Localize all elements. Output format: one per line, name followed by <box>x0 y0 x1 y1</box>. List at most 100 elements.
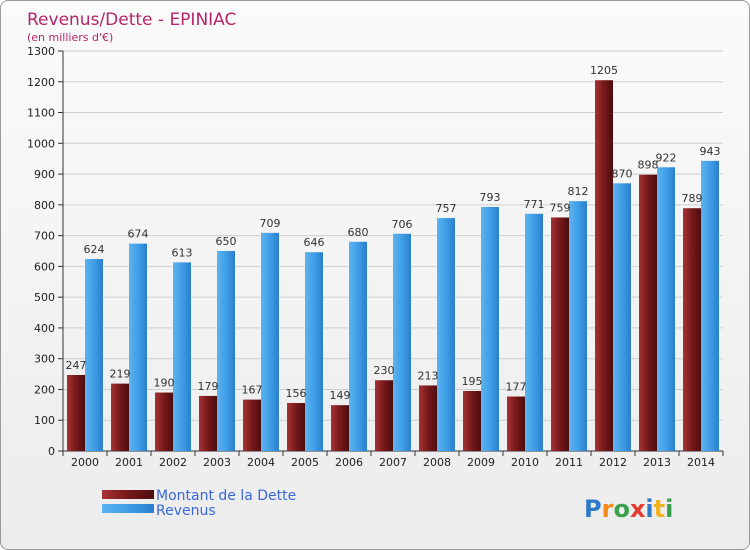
data-label: 759 <box>550 201 571 214</box>
x-tick-label: 2000 <box>71 456 99 469</box>
legend-label-revenus: Revenus <box>156 503 216 519</box>
data-label: 247 <box>66 359 87 372</box>
data-label: 167 <box>242 384 263 397</box>
data-label: 793 <box>480 191 501 204</box>
bar-dette <box>67 375 85 451</box>
y-tick-label: 200 <box>34 383 55 396</box>
y-tick-label: 1100 <box>27 107 55 120</box>
y-tick-label: 500 <box>34 291 55 304</box>
bar-revenus <box>569 201 587 451</box>
x-tick-label: 2001 <box>115 456 143 469</box>
bar-revenus <box>261 232 279 451</box>
bar-revenus <box>393 233 411 451</box>
data-label: 812 <box>568 185 589 198</box>
bar-dette <box>199 395 217 451</box>
bar-revenus <box>613 183 631 452</box>
data-label: 674 <box>128 228 149 241</box>
bar-dette <box>331 405 349 451</box>
x-tick-label: 2008 <box>423 456 451 469</box>
proxiti-logo: Proxiti <box>584 495 673 523</box>
x-tick-label: 2012 <box>599 456 627 469</box>
bar-revenus <box>217 251 235 451</box>
x-tick-label: 2013 <box>643 456 671 469</box>
legend-swatch-debt <box>102 490 154 499</box>
data-label: 870 <box>612 167 633 180</box>
y-tick-label: 900 <box>34 168 55 181</box>
chart-subtitle: (en milliers d'€) <box>27 31 113 44</box>
x-tick-label: 2014 <box>687 456 715 469</box>
logo-text: Proxiti <box>584 495 673 523</box>
logo-letter: r <box>602 495 614 523</box>
bar-revenus <box>525 213 543 451</box>
x-tick-label: 2007 <box>379 456 407 469</box>
data-label: 177 <box>506 381 527 394</box>
data-label: 230 <box>374 364 395 377</box>
y-tick-label: 300 <box>34 353 55 366</box>
data-label: 757 <box>436 202 457 215</box>
logo-letter: i <box>665 495 673 523</box>
bar-dette <box>419 385 437 451</box>
x-tick-label: 2009 <box>467 456 495 469</box>
data-label: 771 <box>524 198 545 211</box>
y-tick-label: 800 <box>34 199 55 212</box>
data-label: 156 <box>286 387 307 400</box>
x-tick-label: 2003 <box>203 456 231 469</box>
data-label: 624 <box>84 243 105 256</box>
y-tick-label: 100 <box>34 414 55 427</box>
bar-dette <box>463 391 481 451</box>
data-label: 646 <box>304 236 325 249</box>
x-tick-label: 2011 <box>555 456 583 469</box>
bar-dette <box>551 217 569 451</box>
bar-dette <box>639 174 657 451</box>
data-label: 680 <box>348 226 369 239</box>
data-label: 213 <box>418 369 439 382</box>
bar-revenus <box>701 160 719 451</box>
data-label: 219 <box>110 368 131 381</box>
bar-dette <box>287 403 305 451</box>
x-tick-label: 2010 <box>511 456 539 469</box>
y-tick-label: 1200 <box>27 76 55 89</box>
bar-dette <box>507 396 525 451</box>
bar-revenus <box>173 262 191 451</box>
axes: 0 100 200 300 400 500 600 700 800 900 1000 1100 1200… <box>27 45 724 469</box>
data-label: 898 <box>638 159 659 172</box>
bar-revenus <box>657 167 675 452</box>
bar-revenus <box>437 218 455 451</box>
legend: Montant de la Dette Revenus <box>102 488 296 519</box>
x-tick-label: 2006 <box>335 456 363 469</box>
bar-revenus <box>481 207 499 451</box>
legend-label-debt: Montant de la Dette <box>156 488 296 504</box>
bar-dette <box>155 392 173 451</box>
logo-letter: P <box>584 495 602 523</box>
bar-dette <box>683 208 701 451</box>
chart-title: Revenus/Dette - EPINIAC <box>27 10 236 30</box>
data-label: 706 <box>392 218 413 231</box>
bar-revenus <box>305 252 323 451</box>
bar-revenus <box>85 259 103 451</box>
data-label: 190 <box>154 377 175 390</box>
data-labels: 247 624 219 674 190 613 179 650 167 709 156 646 149 6… <box>66 64 721 402</box>
data-label: 709 <box>260 217 281 230</box>
logo-letter: x <box>630 495 646 523</box>
bar-dette <box>375 380 393 451</box>
bars <box>67 80 719 452</box>
data-label: 613 <box>172 246 193 259</box>
logo-letter: t <box>654 495 665 523</box>
y-tick-label: 0 <box>48 445 55 458</box>
y-tick-label: 600 <box>34 260 55 273</box>
y-tick-label: 1000 <box>27 137 55 150</box>
logo-letter: o <box>613 495 630 523</box>
data-label: 650 <box>216 235 237 248</box>
data-label: 789 <box>682 192 703 205</box>
bar-dette <box>243 399 261 451</box>
data-label: 1205 <box>590 64 618 77</box>
y-tick-label: 700 <box>34 230 55 243</box>
bar-revenus <box>349 241 367 451</box>
x-tick-label: 2005 <box>291 456 319 469</box>
x-tick-label: 2004 <box>247 456 275 469</box>
data-label: 922 <box>656 151 677 164</box>
bar-dette <box>111 383 129 451</box>
data-label: 179 <box>198 380 219 393</box>
